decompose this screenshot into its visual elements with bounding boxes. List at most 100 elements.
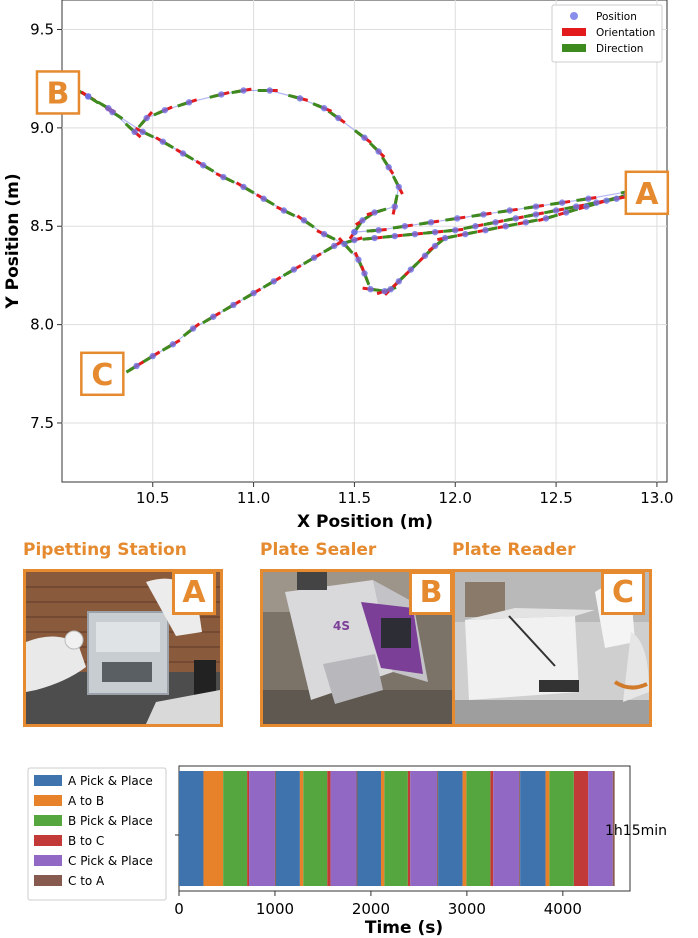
svg-text:4S: 4S: [333, 619, 350, 633]
timeline-legend-swatch: [34, 795, 62, 806]
timeline-segment: [493, 771, 520, 886]
direction-arrow: [363, 274, 371, 286]
timeline-legend: A Pick & Place A to B B Pick & Place B to C…: [27, 767, 167, 901]
plate-reader-photo: [455, 572, 649, 724]
timeline-segment: [520, 771, 546, 886]
position-point: [161, 106, 169, 114]
direction-arrow: [143, 131, 155, 139]
direction-arrow: [231, 89, 242, 95]
position-point: [385, 164, 392, 171]
position-point: [391, 203, 398, 210]
position-point: [189, 325, 197, 332]
position-point: [310, 254, 318, 261]
position-point: [462, 230, 469, 238]
position-point: [375, 226, 382, 234]
direction-arrow: [402, 232, 414, 237]
position-point: [355, 256, 362, 263]
timeline-segment: [357, 771, 381, 886]
timeline-legend-label: B to C: [68, 834, 104, 848]
direction-arrow: [527, 218, 538, 224]
station-title: Plate Reader: [452, 540, 576, 560]
direction-arrow: [463, 225, 474, 231]
timeline-x-label: Time (s): [365, 918, 443, 938]
location-markers: A B C: [35, 70, 670, 397]
timeline-segment: [438, 771, 463, 886]
station-badge-c: C: [601, 571, 645, 615]
timeline-segment: [299, 771, 304, 886]
timeline-legend-label: C Pick & Place: [68, 854, 153, 868]
location-marker-label: C: [91, 358, 113, 393]
direction-arrow: [418, 221, 430, 226]
position-point: [105, 105, 112, 112]
direction-arrow: [202, 316, 213, 325]
position-point: [482, 226, 489, 234]
x-axis-label: X Position (m): [297, 512, 433, 530]
position-point: [502, 223, 509, 230]
direction-arrow: [366, 228, 377, 233]
position-point: [139, 128, 146, 136]
position-point: [371, 234, 378, 242]
direction-arrow: [497, 209, 508, 214]
timeline-segments: [179, 771, 615, 886]
axis-ticks: 10.5 11.0 11.5 12.0 12.5 13.0 7.5 8.0 8.5 9.0 9.5: [30, 21, 673, 507]
direction-arrow: [544, 209, 555, 215]
timeline-legend-swatch: [34, 775, 62, 786]
direction-arrow: [507, 222, 518, 228]
timeline-segment: [462, 771, 467, 886]
direction-arrow: [284, 210, 296, 218]
position-point: [542, 215, 550, 222]
position-point: [335, 114, 342, 122]
position-point: [532, 203, 540, 210]
position-point: [240, 183, 247, 191]
direction-arrow: [161, 344, 172, 352]
timeline-segment: [545, 771, 550, 886]
direction-arrow: [443, 228, 454, 233]
grid-lines: [62, 0, 667, 482]
position-point: [506, 207, 513, 214]
position-point: [427, 219, 435, 226]
direction-arrow: [446, 234, 458, 240]
timeline-segment: [247, 771, 250, 886]
timeline-segment: [549, 771, 574, 886]
x-tick-label: 11.5: [338, 489, 371, 507]
position-point: [431, 228, 439, 236]
timeline-segment: [223, 771, 248, 886]
position-point: [320, 105, 328, 112]
direction-arrow: [137, 118, 147, 129]
position-point: [351, 236, 358, 244]
position-point: [220, 173, 227, 181]
position-point: [133, 362, 140, 370]
x-tick-label: 13.0: [640, 489, 673, 507]
position-point: [583, 203, 590, 210]
direction-arrow: [113, 111, 124, 120]
plot-area: [61, 0, 668, 483]
direction-arrow: [393, 194, 399, 205]
position-point: [230, 301, 237, 309]
direction-arrow: [244, 186, 255, 195]
timeline-legend-label: A to B: [68, 794, 104, 808]
direction-arrow: [304, 220, 315, 229]
position-point: [131, 128, 138, 136]
position-point: [371, 209, 378, 216]
timeline-legend-swatch: [34, 835, 62, 846]
direction-arrow: [487, 226, 498, 232]
position-point: [149, 352, 156, 360]
station-title: Plate Sealer: [260, 540, 377, 560]
direction-arrow: [380, 156, 389, 167]
timeline-segment: [612, 771, 615, 886]
y-tick-label: 9.5: [30, 21, 54, 39]
direction-arrow: [163, 141, 174, 150]
direction-arrow: [564, 205, 575, 211]
position-point: [218, 91, 225, 98]
timeline-segment: [410, 771, 438, 886]
timeline-segment: [203, 771, 224, 886]
position-point: [431, 242, 439, 250]
direction-arrow: [445, 217, 456, 222]
position-point: [532, 211, 540, 218]
direction-arrow: [467, 230, 478, 236]
position-points: [85, 87, 636, 370]
position-point: [454, 215, 461, 222]
direction-arrow: [141, 355, 152, 364]
timeline-chart: A Pick & Place A to B B Pick & Place B to C…: [27, 765, 667, 938]
legend-direction-label: Direction: [596, 43, 643, 55]
